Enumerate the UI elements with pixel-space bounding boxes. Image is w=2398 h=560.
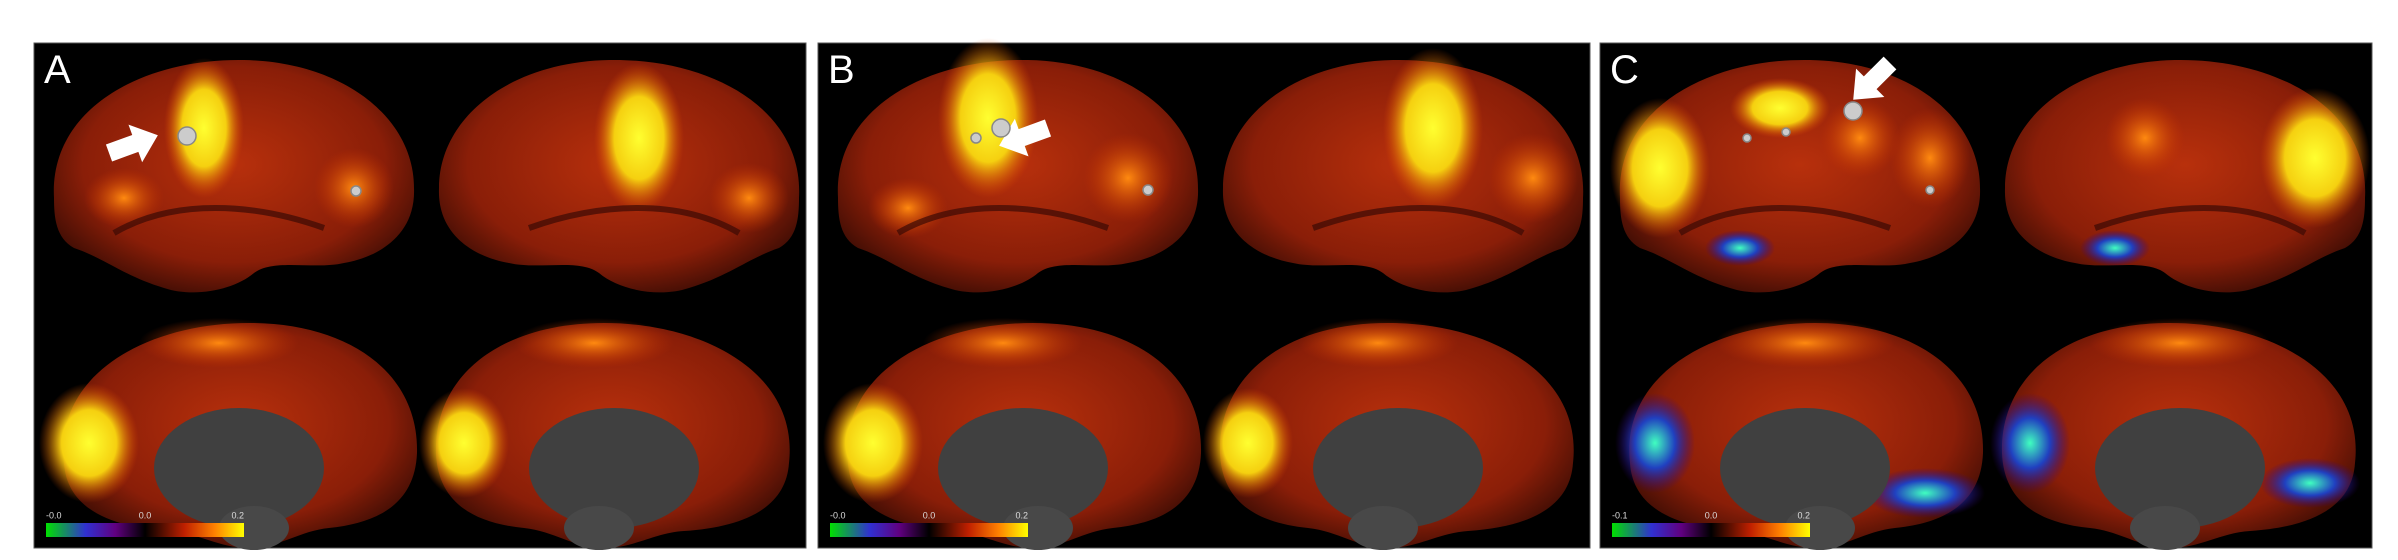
brain-surface <box>53 59 415 293</box>
activation-blob <box>2260 458 2360 508</box>
lateral-brain <box>53 58 415 293</box>
seed-dot <box>1142 184 1154 196</box>
sulcus <box>896 205 1110 236</box>
activation-blob <box>1298 318 1458 368</box>
activation-blob <box>1715 318 1895 368</box>
medial-wall <box>529 408 699 528</box>
colorbar-tick-label: -0.1 <box>1612 510 1628 520</box>
activation-blob <box>1990 393 2070 493</box>
seed-dot <box>1781 127 1791 137</box>
activation-blob <box>868 178 948 238</box>
activation-blob <box>594 63 684 213</box>
panel-label: B <box>828 48 855 92</box>
activation-blob <box>1615 393 1695 493</box>
activation-blob <box>2105 98 2185 178</box>
lateral-brain <box>837 38 1199 293</box>
panel: A -0.0 0.0 0.2 <box>33 42 807 550</box>
brainstem <box>564 506 634 550</box>
activation-blob <box>823 383 923 503</box>
brainstem <box>1785 506 1855 550</box>
panel-label: A <box>44 48 71 92</box>
colorbar: -0.1 0.0 0.2 <box>1612 510 1810 537</box>
colorbar-gradient <box>46 523 244 537</box>
activation-blob <box>419 388 509 498</box>
panel-label: C <box>1610 48 1639 92</box>
activation-blob <box>1488 133 1578 223</box>
medial-brain <box>823 318 1202 550</box>
activation-blob <box>139 318 299 368</box>
colorbar-tick-label: 0.2 <box>231 510 244 520</box>
activation-blob <box>1610 98 1710 238</box>
activation-blob <box>1730 78 1830 138</box>
arrow <box>999 118 1052 157</box>
activation-blob <box>1383 48 1483 208</box>
activation-blob <box>39 383 139 503</box>
seed-dot <box>1742 133 1752 143</box>
medial-wall <box>154 408 324 528</box>
seed-dot <box>1843 101 1863 121</box>
lateral-brain <box>1610 59 1981 293</box>
activation-blob <box>1705 230 1775 266</box>
lateral-brain <box>2004 59 2370 293</box>
seed-dot <box>177 126 197 146</box>
medial-brain <box>419 318 790 550</box>
medial-wall <box>1720 408 1890 528</box>
sulcus <box>1311 205 1525 236</box>
colorbar-tick-label: 0.0 <box>139 510 152 520</box>
medial-wall <box>1313 408 1483 528</box>
colorbar-tick-label: 0.0 <box>923 510 936 520</box>
colorbar: -0.0 0.0 0.2 <box>830 510 1028 537</box>
medial-brain <box>1203 318 1574 550</box>
medial-brain <box>39 318 418 550</box>
sulcus <box>2093 205 2307 236</box>
seed-dot <box>970 132 982 144</box>
sulcus <box>112 205 326 236</box>
activation-blob <box>1820 98 1900 178</box>
brainstem <box>219 506 289 550</box>
lateral-brain <box>438 59 800 293</box>
activation-blob <box>84 168 164 228</box>
activation-blob <box>1890 108 1970 208</box>
activation-blob <box>1865 468 1985 518</box>
colorbar-tick-label: -0.0 <box>830 510 846 520</box>
medial-wall <box>2095 408 2265 528</box>
activation-blob <box>709 163 789 233</box>
activation-blob <box>2080 230 2150 266</box>
activation-blob <box>514 318 674 368</box>
activation-blob <box>1083 133 1173 223</box>
medial-brain <box>1990 318 2360 550</box>
activation-blob <box>938 38 1038 198</box>
colorbar-gradient <box>830 523 1028 537</box>
lateral-brain <box>1222 48 1584 293</box>
brainstem <box>1348 506 1418 550</box>
medial-brain <box>1615 318 1985 550</box>
activation-blob <box>2090 318 2270 368</box>
seed-dot <box>1925 185 1935 195</box>
colorbar-tick-label: -0.0 <box>46 510 62 520</box>
colorbar-gradient <box>1612 523 1810 537</box>
panel: B -0.0 0.0 0.2 <box>817 38 1591 550</box>
brainstem <box>1003 506 1073 550</box>
sulcus <box>527 205 741 236</box>
panel: C -0.1 0.0 0.2 <box>1599 42 2373 550</box>
colorbar: -0.0 0.0 0.2 <box>46 510 244 537</box>
activation-blob <box>164 58 244 198</box>
colorbar-tick-label: 0.2 <box>1797 510 1810 520</box>
seed-dot <box>991 118 1011 138</box>
brainstem <box>2130 506 2200 550</box>
colorbar-tick-label: 0.2 <box>1015 510 1028 520</box>
sulcus <box>1678 205 1892 236</box>
activation-blob <box>1203 388 1293 498</box>
medial-wall <box>938 408 1108 528</box>
colorbar-tick-label: 0.0 <box>1705 510 1718 520</box>
seed-dot <box>350 185 362 197</box>
arrow <box>105 124 158 163</box>
activation-blob <box>2260 88 2370 228</box>
activation-blob <box>923 318 1083 368</box>
arrow <box>1853 56 1897 100</box>
